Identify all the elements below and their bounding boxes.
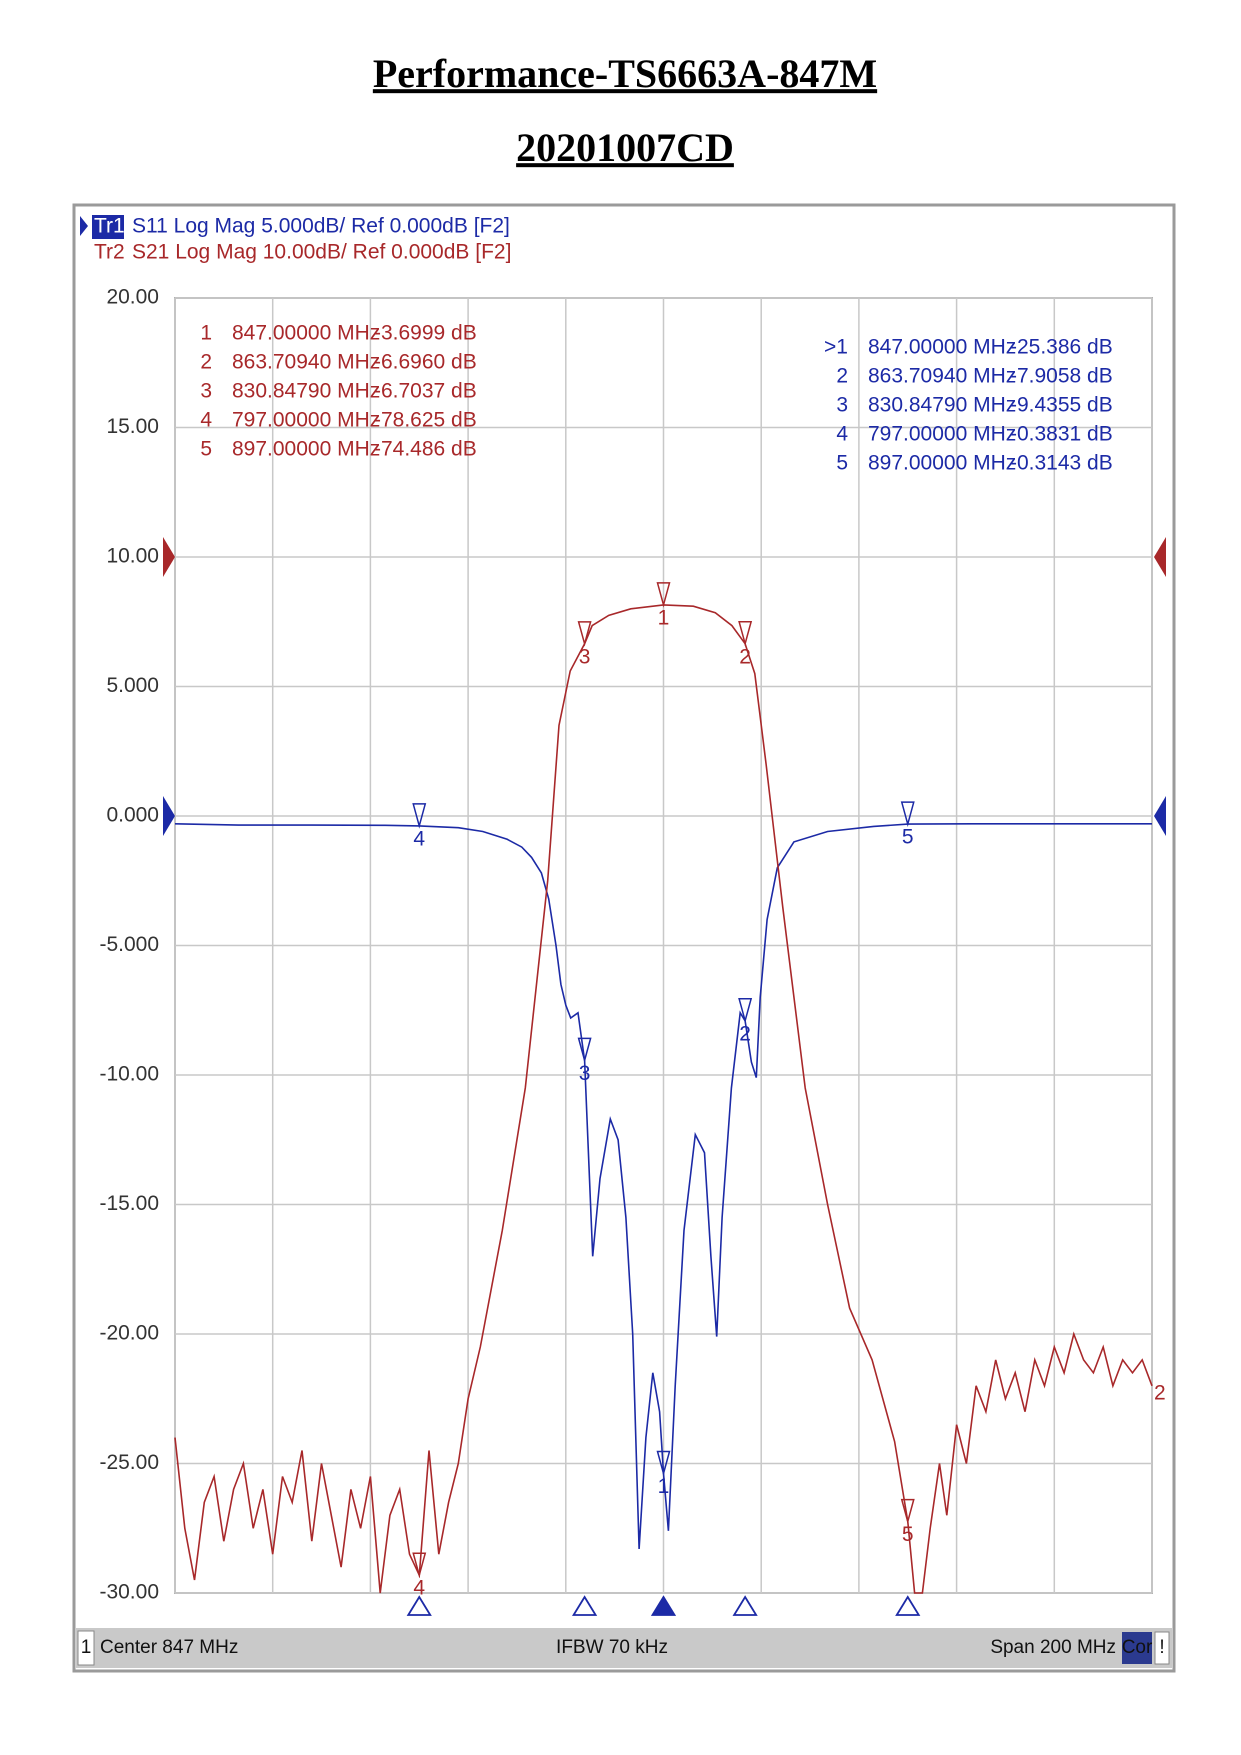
marker-tag: 1 [658, 606, 670, 629]
marker-tag: 5 [902, 826, 914, 849]
y-tick-label: 5.000 [106, 674, 159, 697]
marker-tag: 2 [739, 1022, 751, 1045]
marker-level: -6.6960 dB [374, 351, 477, 374]
marker-level: -6.7037 dB [374, 380, 477, 403]
cor-box [1122, 1632, 1152, 1664]
marker-freq: 847.00000 MHz [868, 336, 1016, 359]
marker-level: -74.486 dB [374, 438, 477, 461]
ref-arrow-right [1154, 796, 1166, 836]
marker-freq: 830.84790 MHz [232, 380, 380, 403]
span: Span 200 MHz [990, 1637, 1116, 1658]
marker-id: 2 [200, 351, 212, 374]
marker-level: -0.3831 dB [1010, 423, 1113, 446]
marker-id: 5 [836, 452, 848, 475]
correction: Cor [1122, 1637, 1153, 1658]
channel-box [77, 1630, 95, 1666]
marker-symbol [738, 620, 753, 647]
y-tick-label: -10.00 [99, 1063, 159, 1086]
channel-number: 1 [81, 1637, 92, 1658]
marker-symbol [900, 801, 915, 827]
y-tick-label: 15.00 [106, 415, 159, 438]
marker-freq: 797.00000 MHz [868, 423, 1016, 446]
marker-level: -25.386 dB [1010, 336, 1113, 359]
center-freq: Center 847 MHz [100, 1637, 238, 1658]
marker-freq: 863.70940 MHz [232, 351, 380, 374]
trace-header: S11 Log Mag 5.000dB/ Ref 0.000dB [F2] [132, 215, 510, 238]
trace-end-label: 2 [1154, 1381, 1166, 1404]
trace-name: Tr2 [94, 241, 125, 264]
trace-line [174, 604, 1153, 1594]
ref-arrow-right [1154, 537, 1166, 577]
marker-tag: 1 [658, 1475, 670, 1498]
stimulus-marker [732, 1595, 758, 1616]
marker-freq: 863.70940 MHz [868, 365, 1016, 388]
y-tick-label: -25.00 [99, 1451, 159, 1474]
marker-id: 1 [200, 322, 212, 345]
marker-tag: 2 [739, 645, 751, 668]
marker-symbol [577, 1037, 592, 1064]
warn-box [1154, 1631, 1170, 1665]
marker-id: 3 [200, 380, 212, 403]
marker-level: -9.4355 dB [1010, 394, 1113, 417]
marker-tag: 4 [413, 827, 425, 850]
marker-tag: 3 [579, 645, 591, 668]
marker-freq: 897.00000 MHz [868, 452, 1016, 475]
stimulus-marker [650, 1595, 677, 1616]
marker-symbol [900, 1498, 915, 1525]
marker-symbol [738, 998, 753, 1024]
marker-symbol [577, 621, 592, 647]
stimulus-marker [571, 1595, 598, 1616]
marker-id: 5 [200, 438, 212, 461]
marker-id: 4 [200, 409, 212, 432]
marker-id: 3 [836, 394, 848, 417]
marker-freq: 830.84790 MHz [868, 394, 1016, 417]
marker-symbol [656, 582, 671, 608]
trace-line [174, 823, 1152, 1550]
marker-freq: 847.00000 MHz [232, 322, 380, 345]
marker-level: -7.9058 dB [1010, 365, 1113, 388]
y-tick-label: -15.00 [99, 1192, 159, 1215]
marker-id: >1 [824, 336, 848, 359]
warning: ! [1159, 1637, 1164, 1658]
marker-level: -78.625 dB [374, 409, 477, 432]
chart-title: Performance-TS6663A-847M [373, 51, 877, 96]
y-tick-label: -5.000 [99, 933, 159, 956]
marker-tag: 4 [413, 1577, 425, 1600]
marker-freq: 897.00000 MHz [232, 438, 380, 461]
marker-level: -0.3143 dB [1010, 452, 1113, 475]
marker-symbol [656, 1450, 671, 1477]
marker-symbol [412, 803, 427, 829]
active-trace-pointer [80, 216, 88, 236]
marker-tag: 5 [902, 1523, 914, 1546]
active-trace-box [92, 215, 124, 239]
marker-symbol [412, 1552, 427, 1579]
ref-arrow-left [163, 537, 175, 577]
y-tick-label: 10.00 [106, 545, 159, 568]
y-tick-label: -20.00 [99, 1322, 159, 1345]
marker-freq: 797.00000 MHz [232, 409, 380, 432]
y-tick-label: 0.000 [106, 804, 159, 827]
ifbw: IFBW 70 kHz [556, 1637, 668, 1658]
trace-name: Tr1 [94, 215, 125, 238]
y-tick-label: 20.00 [106, 286, 159, 309]
y-tick-label: -30.00 [99, 1581, 159, 1604]
stimulus-marker [895, 1595, 921, 1616]
marker-level: -3.6999 dB [374, 322, 477, 345]
status-bar [76, 1628, 1172, 1668]
chart-subtitle: 20201007CD [516, 125, 734, 170]
marker-id: 2 [836, 365, 848, 388]
trace-header: S21 Log Mag 10.00dB/ Ref 0.000dB [F2] [132, 241, 511, 264]
ref-arrow-left [163, 796, 175, 836]
marker-id: 4 [836, 423, 848, 446]
marker-tag: 3 [579, 1062, 591, 1085]
stimulus-marker [406, 1595, 432, 1616]
